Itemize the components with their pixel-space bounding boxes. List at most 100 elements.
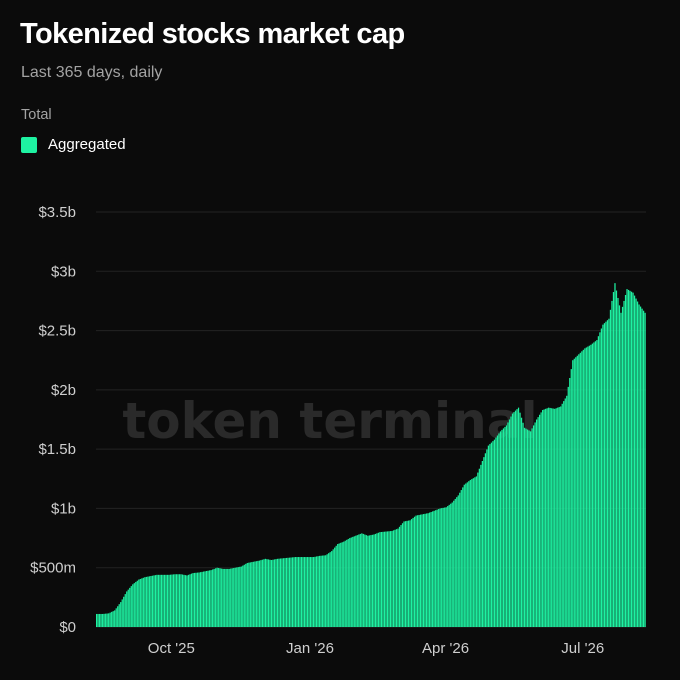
x-tick-label: Apr '26	[422, 640, 469, 657]
bar	[552, 408, 554, 627]
bar	[144, 577, 146, 627]
bar	[532, 425, 535, 627]
bar	[529, 431, 532, 627]
bar	[174, 574, 176, 627]
bar	[255, 561, 257, 627]
bar	[127, 589, 129, 627]
bar	[636, 301, 639, 627]
bar	[343, 541, 345, 627]
bar	[539, 414, 541, 627]
bar	[273, 559, 276, 627]
bar	[181, 574, 184, 627]
bar	[391, 530, 393, 627]
bar	[108, 613, 110, 627]
bar	[331, 551, 333, 627]
bar	[231, 568, 233, 627]
bar	[270, 560, 273, 627]
bar	[240, 566, 242, 627]
bar	[215, 568, 217, 627]
bar	[258, 560, 260, 627]
bar	[147, 576, 149, 627]
bar	[484, 453, 487, 627]
bar	[305, 557, 307, 627]
bar	[332, 549, 334, 627]
bar	[453, 500, 455, 627]
legend-title: Total	[21, 107, 52, 123]
legend-label: Aggregated	[48, 136, 126, 153]
bar	[233, 568, 235, 627]
bar	[560, 406, 562, 627]
legend-item-aggregated[interactable]: Aggregated	[21, 136, 126, 153]
bar	[426, 513, 428, 627]
bar	[487, 445, 490, 627]
bar	[579, 352, 581, 627]
bar	[299, 557, 301, 627]
bar	[478, 468, 480, 627]
bar	[481, 461, 483, 627]
bar	[456, 497, 458, 627]
bar	[198, 572, 200, 627]
bar	[436, 509, 438, 627]
bar	[492, 441, 494, 627]
bar	[459, 492, 461, 627]
bar	[124, 594, 126, 627]
bar	[106, 613, 108, 627]
bar	[602, 324, 604, 627]
bar	[421, 514, 423, 627]
bar	[282, 558, 285, 627]
bar	[376, 533, 378, 627]
bar	[148, 576, 150, 627]
bar	[335, 545, 337, 627]
bar	[561, 403, 563, 627]
y-tick-label: $3.5b	[38, 204, 76, 221]
bar	[227, 568, 229, 627]
bar	[192, 573, 194, 627]
bar	[163, 574, 166, 627]
bar	[576, 355, 578, 627]
bar	[451, 502, 453, 627]
bar	[528, 430, 530, 627]
bar	[278, 558, 280, 627]
bar	[599, 332, 601, 627]
bar	[267, 559, 270, 627]
bar	[317, 556, 319, 627]
bar	[608, 318, 610, 627]
bar	[609, 309, 612, 627]
bar	[635, 298, 637, 627]
bar	[621, 306, 624, 627]
bar	[450, 503, 452, 627]
bar	[400, 525, 402, 627]
bar	[325, 555, 327, 627]
bar	[199, 572, 202, 627]
bar	[272, 559, 274, 627]
bar	[546, 408, 548, 627]
bar	[477, 472, 479, 627]
bar	[594, 341, 597, 627]
bar	[171, 574, 173, 627]
y-tick-label: $1b	[51, 500, 76, 517]
bar	[219, 568, 221, 627]
bar	[380, 531, 383, 627]
bar	[465, 483, 467, 627]
bar	[236, 567, 238, 627]
bar	[207, 570, 209, 627]
bar	[365, 535, 367, 627]
bar	[230, 568, 232, 627]
bar	[591, 343, 593, 627]
bar	[130, 586, 132, 627]
bar	[142, 577, 144, 627]
bar	[483, 457, 485, 627]
bar	[520, 417, 523, 627]
bar	[496, 435, 499, 627]
y-tick-label: $3b	[51, 263, 76, 280]
bar	[606, 320, 609, 627]
bar	[151, 575, 153, 627]
bar	[629, 290, 631, 627]
bar	[193, 572, 196, 627]
bar	[150, 576, 152, 627]
bar	[353, 536, 355, 627]
watermark: token terminal	[122, 392, 537, 450]
bar	[368, 535, 370, 627]
chart-subtitle: Last 365 days, daily	[21, 64, 163, 81]
